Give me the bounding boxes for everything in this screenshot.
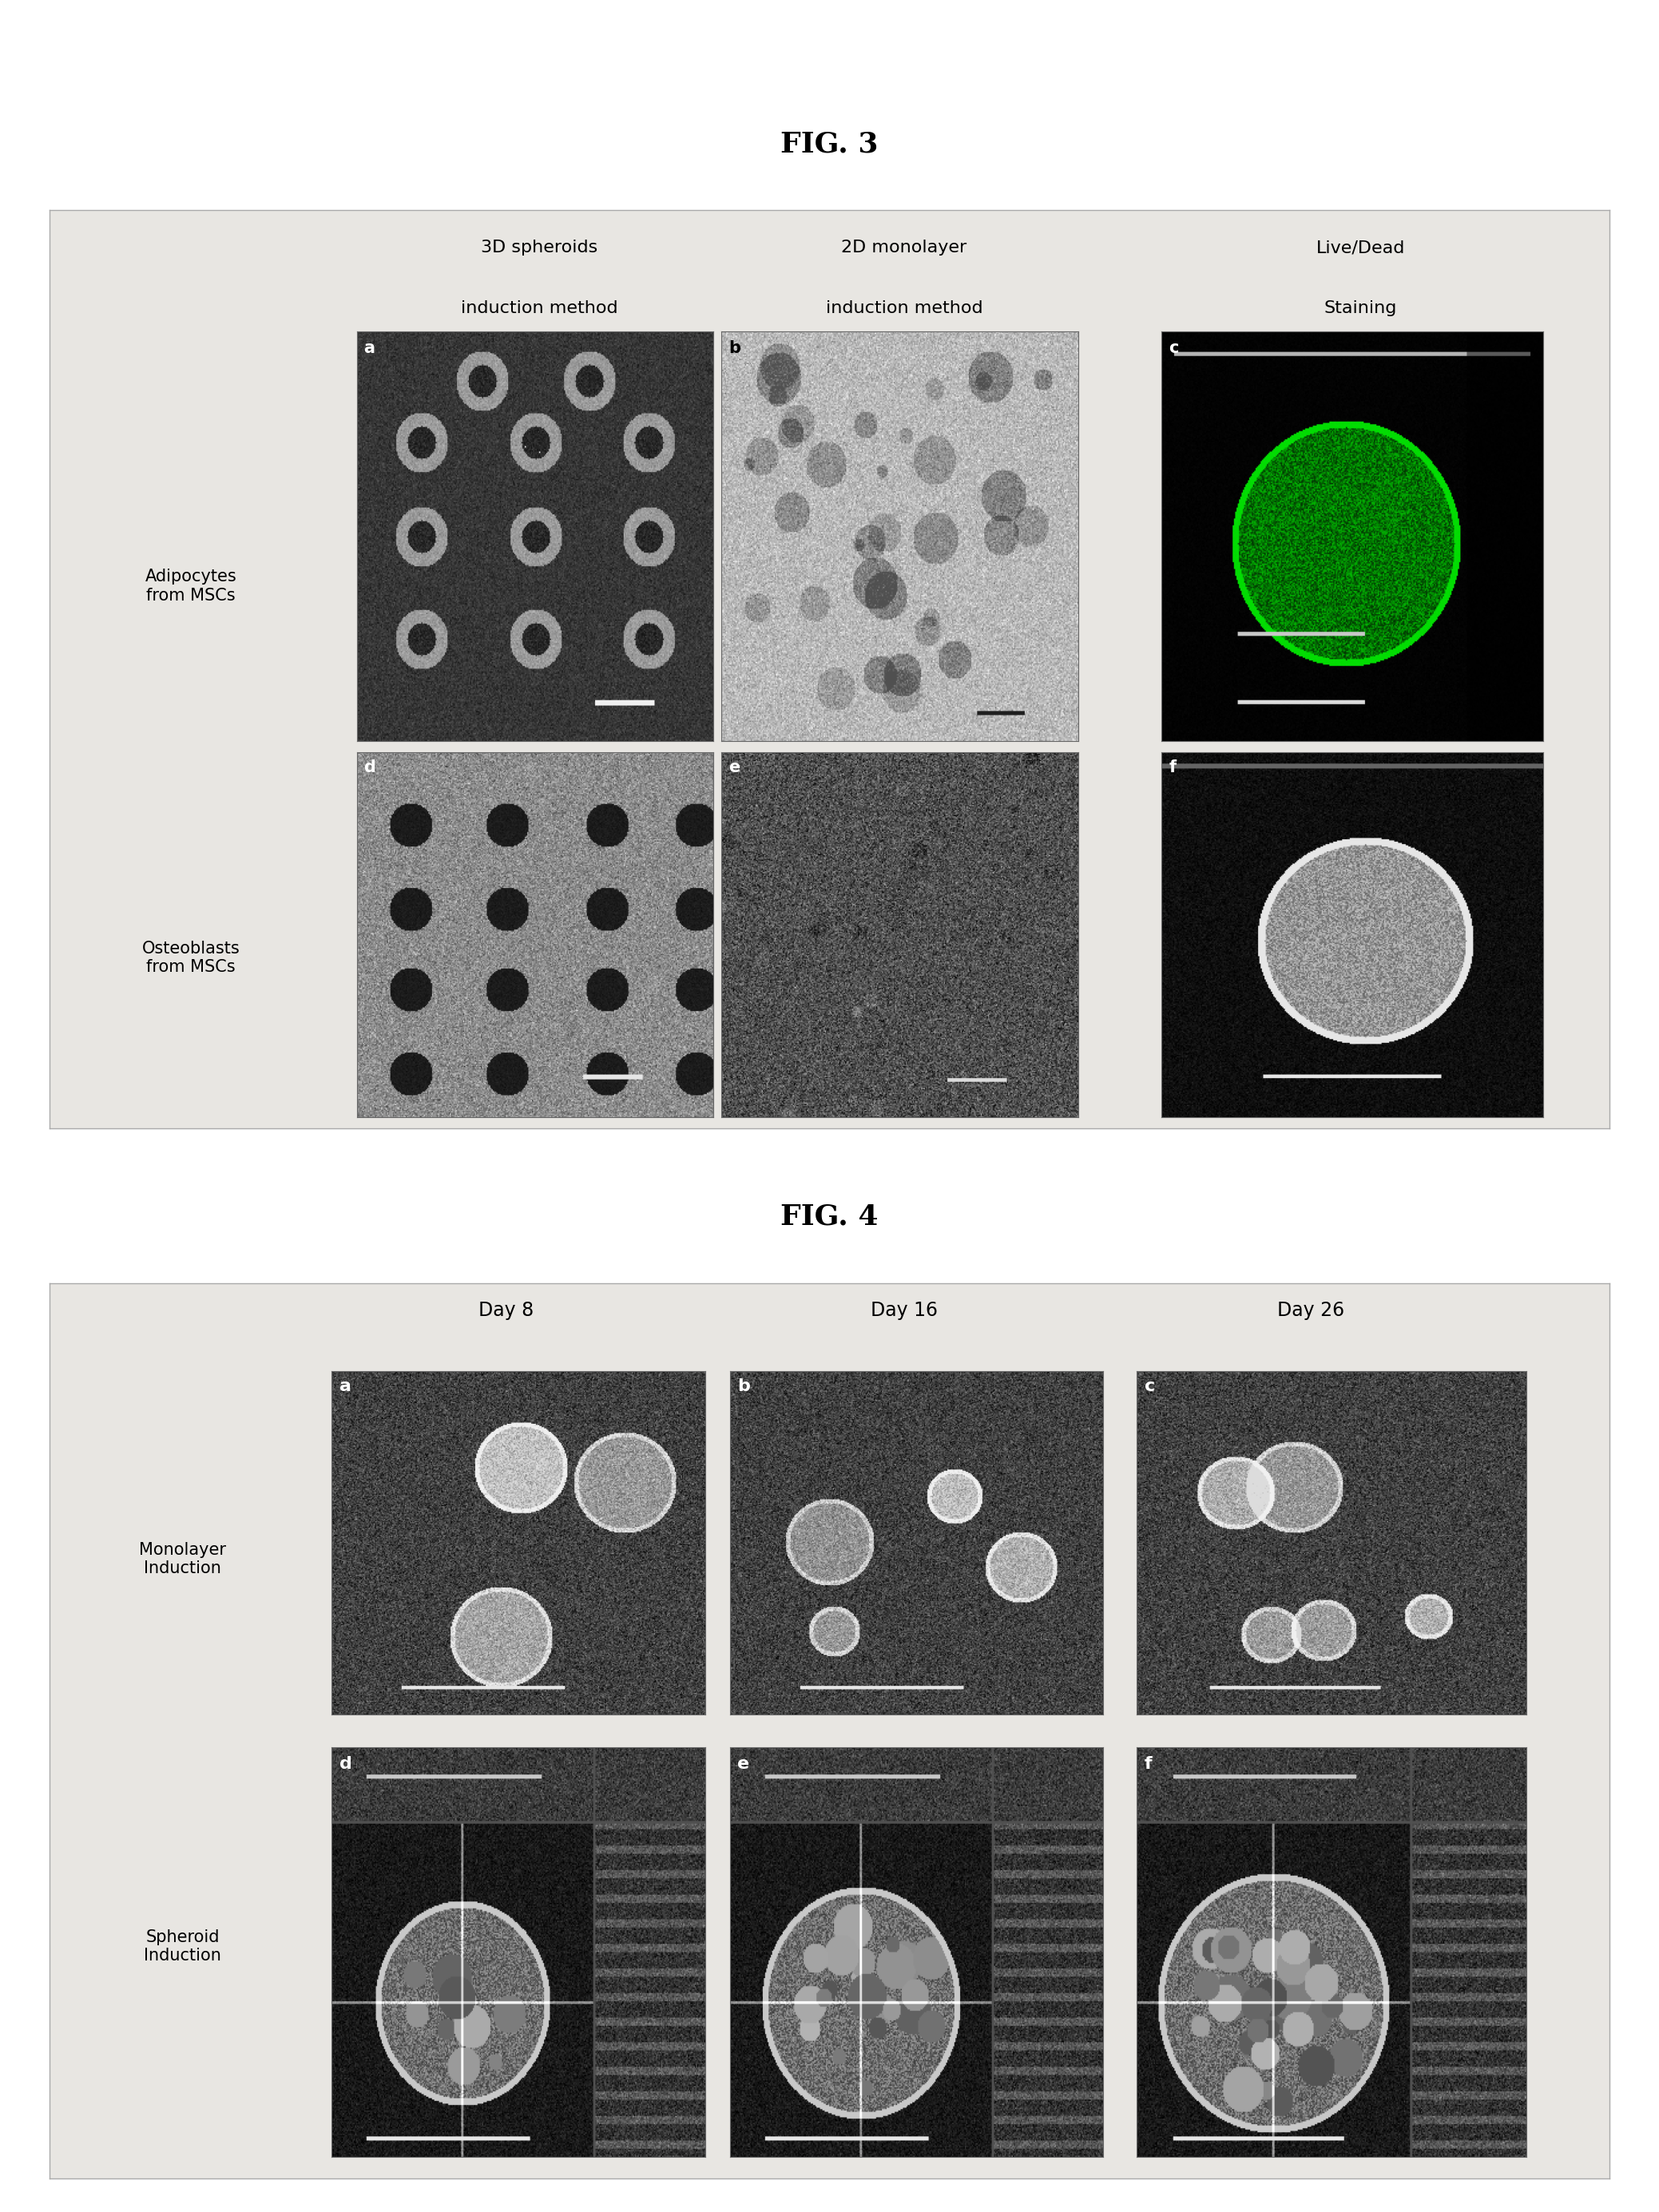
Text: Spheroid
Induction: Spheroid Induction	[144, 1929, 221, 1964]
Text: induction method: induction method	[461, 301, 617, 316]
Text: FIG. 3: FIG. 3	[781, 131, 878, 157]
Text: a: a	[340, 1378, 352, 1394]
Text: e: e	[737, 1756, 750, 1772]
Text: c: c	[1145, 1378, 1155, 1394]
Text: c: c	[1170, 341, 1180, 356]
Text: Osteoblasts
from MSCs: Osteoblasts from MSCs	[141, 940, 241, 975]
Text: Day 8: Day 8	[478, 1301, 534, 1321]
Text: FIG. 4: FIG. 4	[781, 1203, 878, 1230]
Text: Day 26: Day 26	[1277, 1301, 1344, 1321]
Text: Staining: Staining	[1324, 301, 1397, 316]
Text: f: f	[1145, 1756, 1151, 1772]
Text: Day 16: Day 16	[871, 1301, 937, 1321]
Text: 2D monolayer: 2D monolayer	[841, 239, 967, 257]
Text: b: b	[737, 1378, 750, 1394]
Text: f: f	[1170, 759, 1176, 776]
Text: Adipocytes
from MSCs: Adipocytes from MSCs	[144, 568, 237, 604]
Text: Monolayer
Induction: Monolayer Induction	[139, 1542, 226, 1577]
Text: 3D spheroids: 3D spheroids	[481, 239, 597, 257]
Text: d: d	[363, 759, 375, 776]
Text: e: e	[728, 759, 740, 776]
Text: d: d	[340, 1756, 352, 1772]
Text: induction method: induction method	[826, 301, 982, 316]
Text: b: b	[728, 341, 742, 356]
Text: a: a	[363, 341, 375, 356]
Text: Live/Dead: Live/Dead	[1316, 239, 1405, 257]
